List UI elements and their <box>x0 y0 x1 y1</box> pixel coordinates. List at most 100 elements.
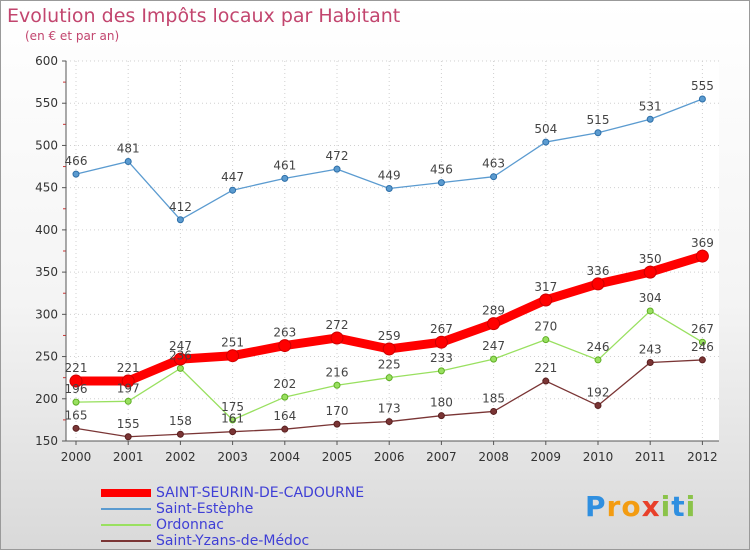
data-point <box>176 364 184 372</box>
data-label: 259 <box>378 329 401 343</box>
legend-label: Saint-Yzans-de-Médoc <box>156 533 310 549</box>
data-point <box>281 393 289 401</box>
data-label: 463 <box>482 157 505 171</box>
chart-title: Evolution des Impôts locaux par Habitant <box>7 5 401 27</box>
data-label: 317 <box>534 280 557 294</box>
data-label: 170 <box>326 404 349 418</box>
data-label: 221 <box>117 361 140 375</box>
logo-letter: i <box>660 490 672 523</box>
data-label: 456 <box>430 163 453 177</box>
data-point <box>594 129 602 137</box>
data-label: 161 <box>221 412 244 426</box>
logo-letter: i <box>685 490 697 523</box>
logo-letter: P <box>585 490 607 523</box>
data-label: 225 <box>378 358 401 372</box>
data-point <box>542 377 550 385</box>
x-tick-label: 2007 <box>426 450 457 464</box>
y-tick-label: 250 <box>35 350 58 364</box>
logo-letter: t <box>671 490 686 523</box>
data-point <box>333 165 341 173</box>
logo-letter: r <box>606 490 622 523</box>
data-point <box>72 170 80 178</box>
data-point <box>121 374 135 388</box>
data-label: 233 <box>430 351 453 365</box>
data-label: 247 <box>482 339 505 353</box>
legend-item-ordonnac[interactable]: Ordonnac <box>101 517 441 533</box>
data-label: 447 <box>221 170 244 184</box>
data-label: 221 <box>65 361 88 375</box>
data-label: 466 <box>65 154 88 168</box>
data-label: 164 <box>273 409 296 423</box>
legend-label: SAINT-SEURIN-DE-CADOURNE <box>156 485 365 501</box>
y-tick-label: 300 <box>35 307 58 321</box>
data-point <box>643 265 657 279</box>
x-tick-label: 2003 <box>217 450 248 464</box>
data-point <box>229 416 237 424</box>
data-point <box>226 349 240 363</box>
data-point <box>385 418 393 426</box>
data-label: 243 <box>639 342 662 356</box>
x-tick-label: 2009 <box>531 450 562 464</box>
data-label: 263 <box>273 326 296 340</box>
data-label: 270 <box>534 320 557 334</box>
data-label: 165 <box>65 408 88 422</box>
data-point <box>124 433 132 441</box>
data-point <box>437 179 445 187</box>
data-point <box>542 138 550 146</box>
data-point <box>176 216 184 224</box>
data-point <box>333 420 341 428</box>
data-point <box>385 185 393 193</box>
x-tick-label: 2000 <box>61 450 92 464</box>
data-point <box>437 367 445 375</box>
data-label: 197 <box>117 381 140 395</box>
data-label: 236 <box>169 348 192 362</box>
data-label: 180 <box>430 396 453 410</box>
x-tick-label: 2002 <box>165 450 196 464</box>
data-label: 251 <box>221 336 244 350</box>
legend-item-saint-yzans[interactable]: Saint-Yzans-de-Médoc <box>101 533 441 549</box>
data-label: 369 <box>691 236 714 250</box>
data-label: 216 <box>326 365 349 379</box>
x-tick-label: 2008 <box>478 450 509 464</box>
legend-swatch <box>101 524 151 526</box>
legend-swatch <box>101 508 151 510</box>
y-tick-label: 600 <box>35 54 58 68</box>
data-label: 202 <box>273 377 296 391</box>
legend-label: Ordonnac <box>156 517 225 533</box>
data-point <box>333 381 341 389</box>
x-tick-label: 2004 <box>270 450 301 464</box>
data-label: 175 <box>221 400 244 414</box>
x-tick-label: 2010 <box>583 450 614 464</box>
legend-item-saint-estephe[interactable]: Saint-Estèphe <box>101 501 441 517</box>
legend-swatch <box>101 540 151 542</box>
data-point <box>695 249 709 263</box>
x-tick-label: 2012 <box>687 450 718 464</box>
data-point <box>385 374 393 382</box>
data-point <box>591 277 605 291</box>
data-point <box>594 402 602 410</box>
data-label: 481 <box>117 141 140 155</box>
legend-swatch <box>101 489 151 497</box>
x-tick-label: 2005 <box>322 450 353 464</box>
legend-item-saint-seurin[interactable]: SAINT-SEURIN-DE-CADOURNE <box>101 485 441 501</box>
logo-letter: x <box>641 490 661 523</box>
data-point <box>490 355 498 363</box>
data-point <box>698 356 706 364</box>
data-label: 192 <box>587 386 610 400</box>
data-label: 289 <box>482 304 505 318</box>
data-point <box>124 157 132 165</box>
data-point <box>490 407 498 415</box>
data-point <box>229 186 237 194</box>
data-point <box>69 374 83 388</box>
data-point <box>646 115 654 123</box>
data-point <box>330 331 344 345</box>
legend: SAINT-SEURIN-DE-CADOURNE Saint-Estèphe O… <box>101 485 441 549</box>
data-label: 158 <box>169 414 192 428</box>
proxiti-logo: Proxiti <box>585 490 696 523</box>
data-label: 449 <box>378 169 401 183</box>
data-point <box>124 397 132 405</box>
data-point <box>173 352 187 366</box>
y-tick-label: 450 <box>35 181 58 195</box>
